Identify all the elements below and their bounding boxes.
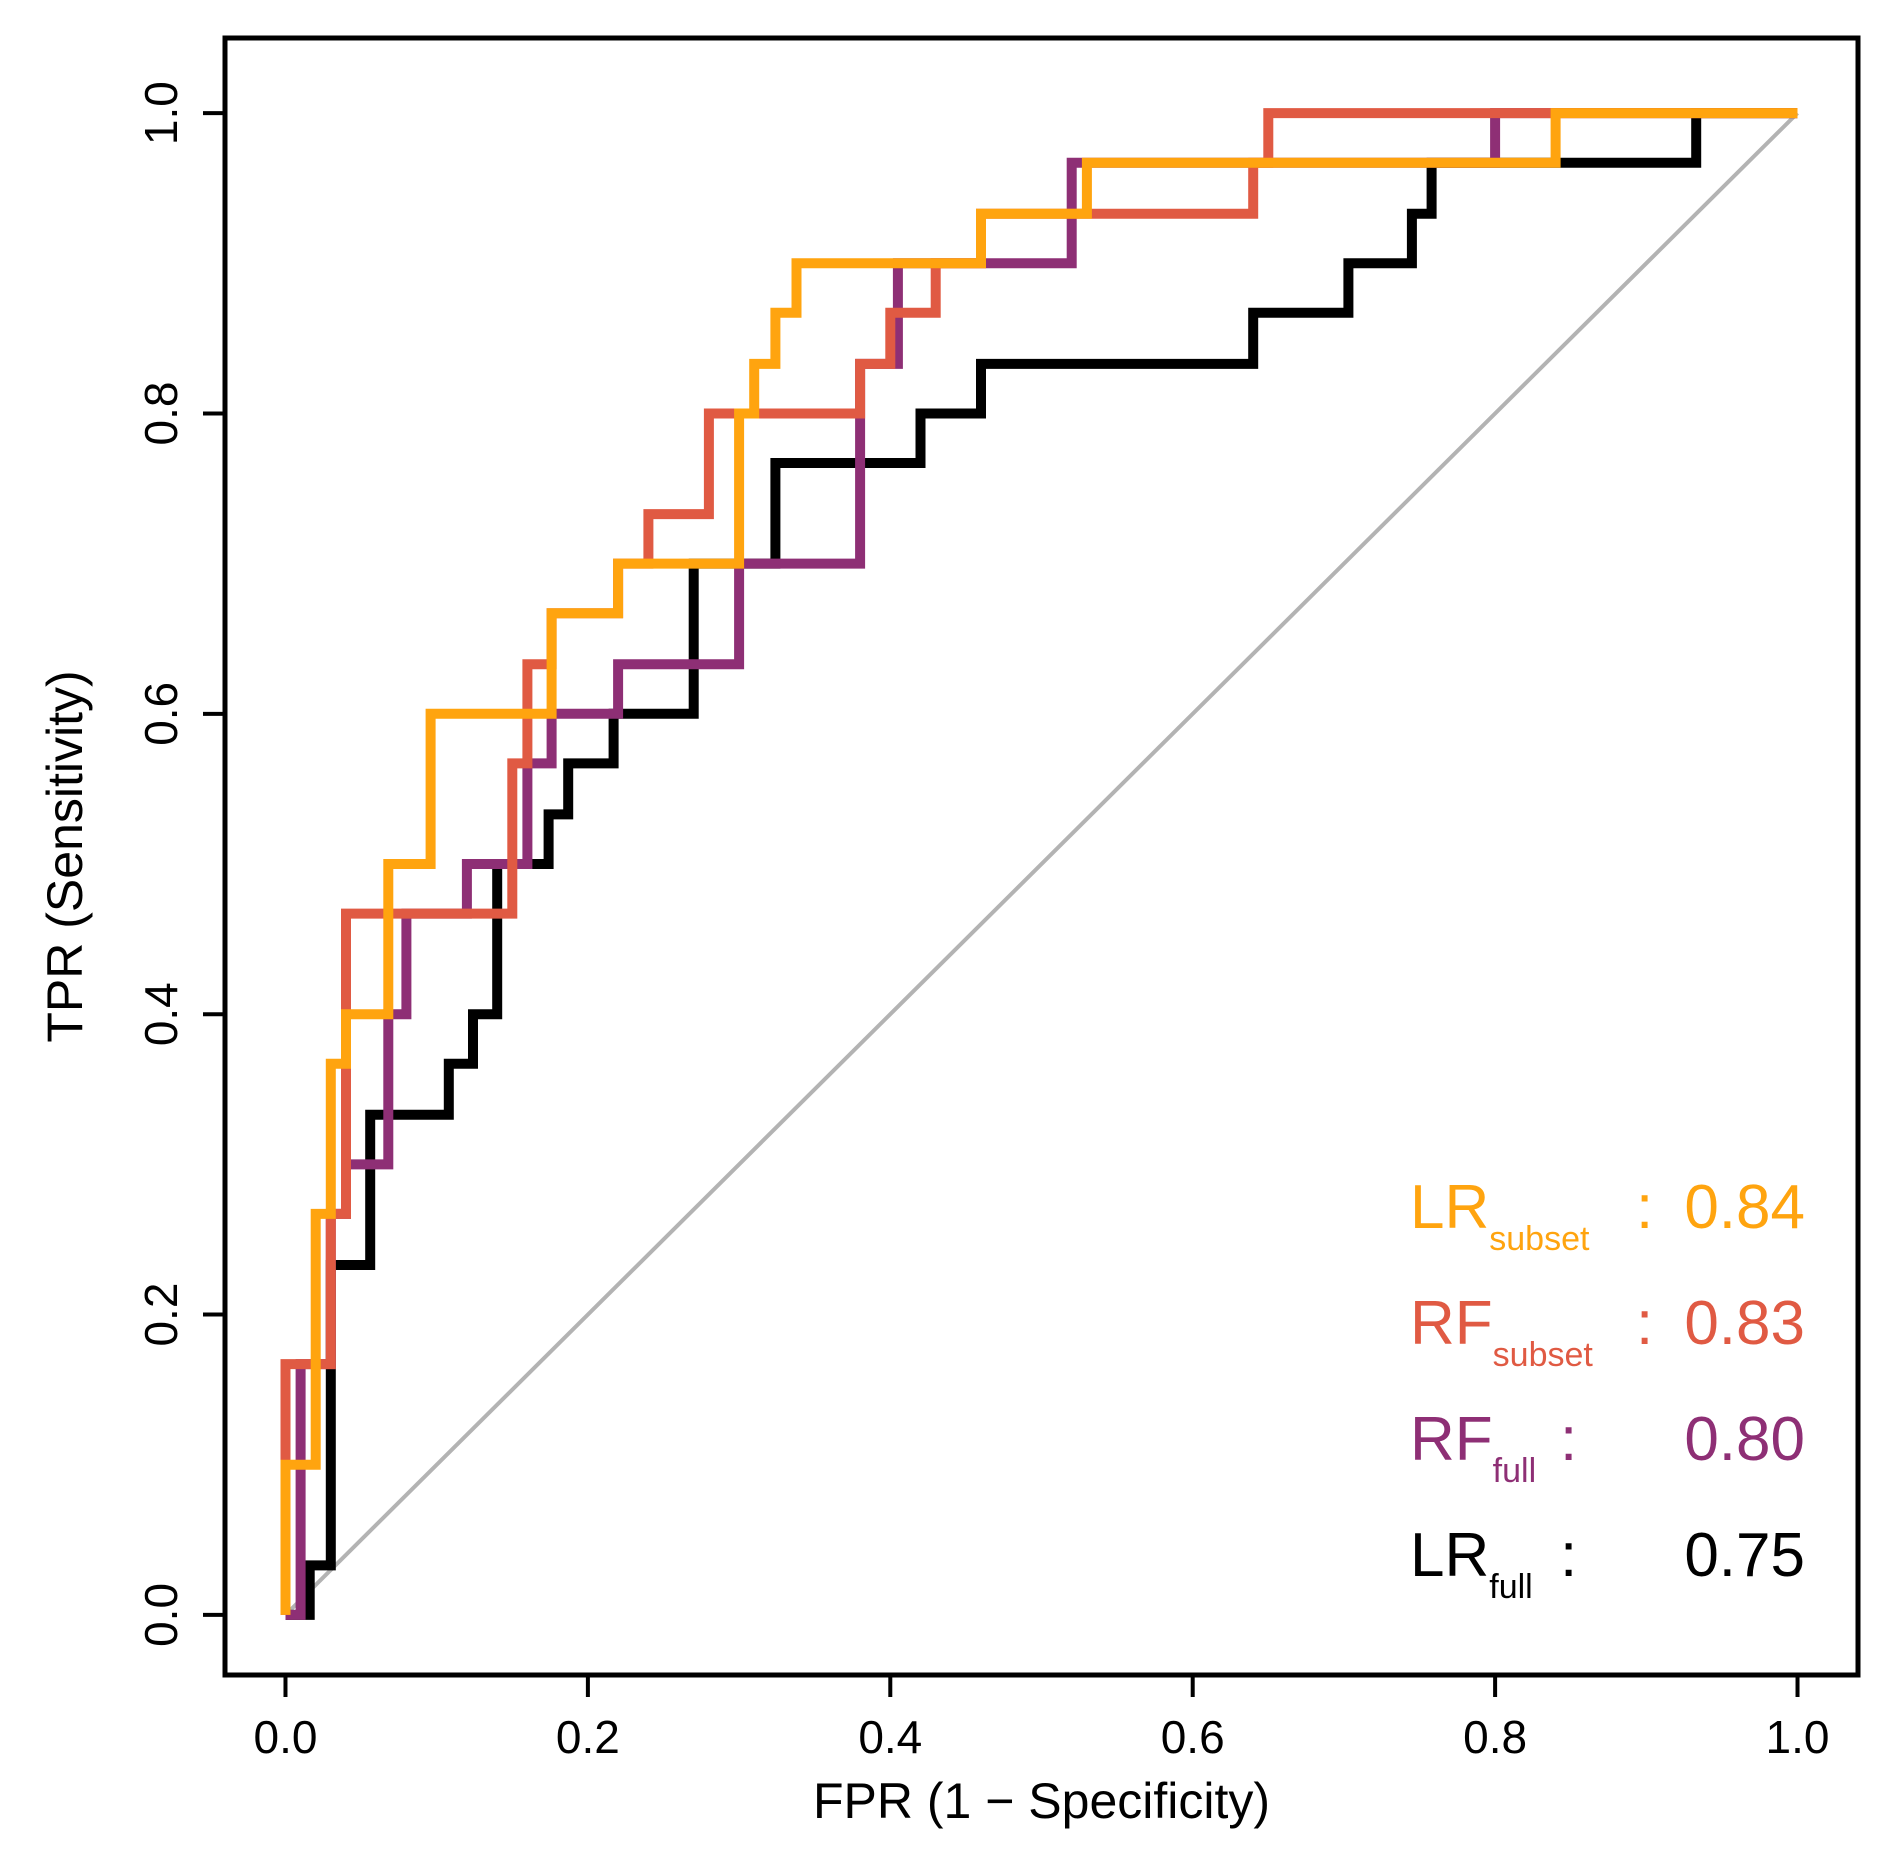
legend-entry-rf-full: RFfull: 0.80 xyxy=(1410,1405,1805,1490)
plot-area xyxy=(280,108,1799,1620)
reference-diagonal xyxy=(284,111,1799,1617)
legend-label: LRfull xyxy=(1410,1521,1533,1606)
y-tick-label: 0.2 xyxy=(135,1283,187,1347)
legend-auc-value: 0.83 xyxy=(1684,1289,1805,1358)
x-tick-label: 0.8 xyxy=(1463,1711,1527,1763)
x-axis-title: FPR (1 − Specificity) xyxy=(813,1773,1270,1829)
roc-line-lr-subset xyxy=(280,108,1798,1615)
roc-line-lr-full xyxy=(285,108,1798,1620)
y-tick-label: 0.4 xyxy=(135,982,187,1046)
legend-auc-value: 0.80 xyxy=(1684,1405,1805,1474)
legend-separator: : xyxy=(1560,1521,1577,1590)
legend-entry-rf-subset: RFsubset:0.83 xyxy=(1410,1289,1805,1374)
y-tick-label: 1.0 xyxy=(135,81,187,145)
y-tick-label: 0.6 xyxy=(135,682,187,746)
legend-label: RFfull xyxy=(1410,1405,1536,1490)
x-tick-label: 0.6 xyxy=(1161,1711,1225,1763)
legend-separator: : xyxy=(1636,1173,1653,1242)
x-tick-label: 0.2 xyxy=(556,1711,620,1763)
x-tick-label: 1.0 xyxy=(1766,1711,1830,1763)
legend-entry-lr-full: LRfull: 0.75 xyxy=(1410,1521,1805,1606)
legend-separator: : xyxy=(1560,1405,1577,1474)
legend-auc-value: 0.75 xyxy=(1684,1521,1805,1590)
x-tick-label: 0.0 xyxy=(254,1711,318,1763)
legend-label: RFsubset xyxy=(1410,1289,1593,1374)
legend-entry-lr-subset: LRsubset:0.84 xyxy=(1410,1173,1805,1258)
legend-auc-value: 0.84 xyxy=(1684,1173,1805,1242)
legend-label: LRsubset xyxy=(1410,1173,1590,1258)
x-tick-label: 0.4 xyxy=(858,1711,922,1763)
y-tick-label: 0.0 xyxy=(135,1583,187,1647)
y-tick-label: 0.8 xyxy=(135,381,187,445)
y-axis-title: TPR (Sensitivity) xyxy=(37,670,93,1042)
legend-separator: : xyxy=(1636,1289,1653,1358)
axes: 0.0 0.2 0.4 0.6 0.8 1.0 0.0 0.2 0.4 0.6 0.8 1.0 xyxy=(135,35,1861,1763)
legend: LRsubset:0.84RFsubset:0.83RFfull:0.80LRf… xyxy=(1410,1173,1805,1606)
plot-frame xyxy=(222,35,1861,1678)
